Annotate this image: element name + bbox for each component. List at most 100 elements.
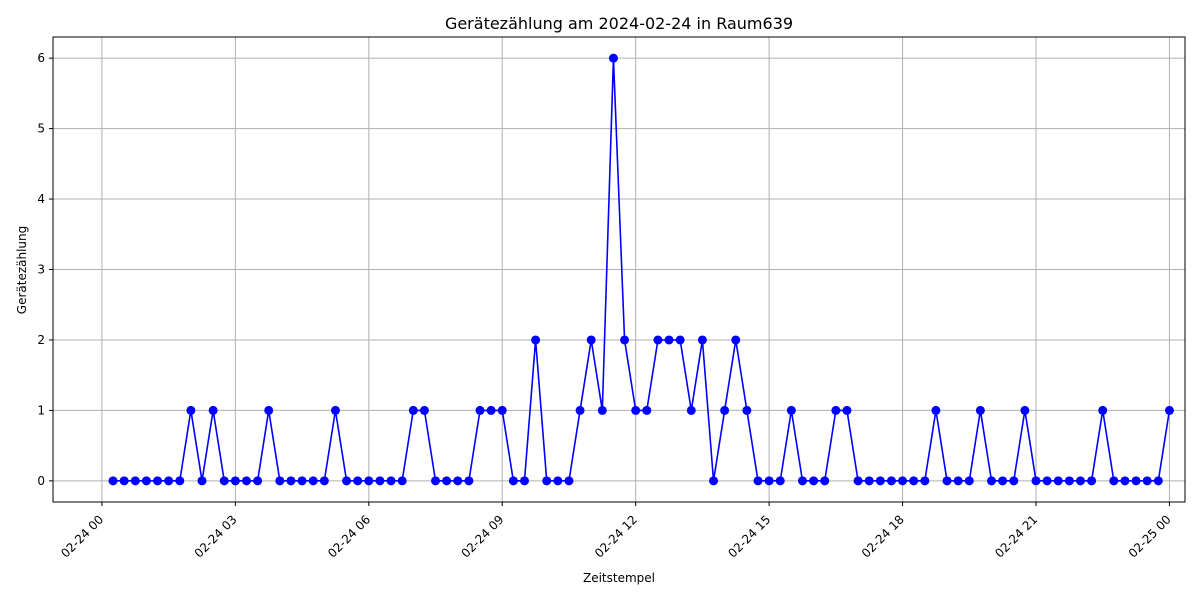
data-point xyxy=(753,476,763,486)
chart-title: Gerätezählung am 2024-02-24 in Raum639 xyxy=(445,14,793,33)
data-point xyxy=(208,405,218,415)
data-point xyxy=(230,476,240,486)
y-axis-ticks: 0 1 2 3 4 5 6 xyxy=(37,51,53,488)
data-point xyxy=(308,476,318,486)
data-point xyxy=(497,405,507,415)
data-point xyxy=(909,476,919,486)
data-point xyxy=(186,405,196,415)
data-point xyxy=(875,476,885,486)
data-point xyxy=(809,476,819,486)
data-point xyxy=(620,335,630,345)
data-point xyxy=(297,476,307,486)
y-tick-label: 0 xyxy=(37,474,45,488)
data-point xyxy=(508,476,518,486)
data-point xyxy=(531,335,541,345)
data-point xyxy=(653,335,663,345)
data-point xyxy=(397,476,407,486)
data-point xyxy=(764,476,774,486)
x-axis-label: Zeitstempel xyxy=(583,571,655,585)
data-point xyxy=(642,405,652,415)
data-point xyxy=(1009,476,1019,486)
data-point xyxy=(1120,476,1130,486)
data-point xyxy=(197,476,207,486)
data-point xyxy=(219,476,229,486)
data-point xyxy=(275,476,285,486)
data-point xyxy=(575,405,585,415)
data-point xyxy=(319,476,329,486)
data-point xyxy=(542,476,552,486)
data-point xyxy=(820,476,830,486)
data-point xyxy=(564,476,574,486)
series-layer xyxy=(108,53,1174,486)
y-tick-label: 5 xyxy=(37,122,45,136)
data-point xyxy=(1098,405,1108,415)
data-point xyxy=(942,476,952,486)
data-point xyxy=(953,476,963,486)
data-point xyxy=(597,405,607,415)
data-point xyxy=(519,476,529,486)
data-point xyxy=(419,405,429,415)
data-point xyxy=(964,476,974,486)
data-point xyxy=(364,476,374,486)
data-point xyxy=(631,405,641,415)
data-point xyxy=(1064,476,1074,486)
data-point xyxy=(330,405,340,415)
data-point xyxy=(342,476,352,486)
data-point xyxy=(1109,476,1119,486)
data-point xyxy=(1075,476,1085,486)
data-point xyxy=(1142,476,1152,486)
data-point xyxy=(987,476,997,486)
data-point xyxy=(998,476,1008,486)
data-point xyxy=(797,476,807,486)
data-point xyxy=(731,335,741,345)
data-point xyxy=(886,476,896,486)
data-point xyxy=(608,53,618,63)
data-point xyxy=(786,405,796,415)
y-tick-label: 1 xyxy=(37,403,45,417)
data-point xyxy=(1087,476,1097,486)
data-point xyxy=(697,335,707,345)
data-point xyxy=(141,476,151,486)
data-point xyxy=(775,476,785,486)
data-point xyxy=(686,405,696,415)
data-point xyxy=(286,476,296,486)
data-point xyxy=(1020,405,1030,415)
data-point xyxy=(898,476,908,486)
data-point xyxy=(586,335,596,345)
data-point xyxy=(475,405,485,415)
data-point xyxy=(130,476,140,486)
data-point xyxy=(264,405,274,415)
data-point xyxy=(709,476,719,486)
data-point xyxy=(675,335,685,345)
data-point xyxy=(1131,476,1141,486)
data-point xyxy=(1031,476,1041,486)
data-point xyxy=(464,476,474,486)
data-point xyxy=(742,405,752,415)
y-tick-label: 2 xyxy=(37,333,45,347)
data-point xyxy=(486,405,496,415)
data-point xyxy=(241,476,251,486)
data-point xyxy=(431,476,441,486)
data-point xyxy=(1164,405,1174,415)
data-point xyxy=(164,476,174,486)
data-point xyxy=(119,476,129,486)
data-point xyxy=(442,476,452,486)
data-point xyxy=(153,476,163,486)
y-tick-label: 4 xyxy=(37,192,45,206)
data-point xyxy=(108,476,118,486)
data-point xyxy=(408,405,418,415)
data-point xyxy=(453,476,463,486)
data-point xyxy=(1153,476,1163,486)
data-point xyxy=(931,405,941,415)
data-point xyxy=(831,405,841,415)
y-tick-label: 3 xyxy=(37,263,45,277)
data-point xyxy=(253,476,263,486)
data-point xyxy=(842,405,852,415)
data-point xyxy=(664,335,674,345)
data-point xyxy=(353,476,363,486)
data-point xyxy=(1042,476,1052,486)
data-point xyxy=(375,476,385,486)
data-point xyxy=(720,405,730,415)
data-point xyxy=(975,405,985,415)
